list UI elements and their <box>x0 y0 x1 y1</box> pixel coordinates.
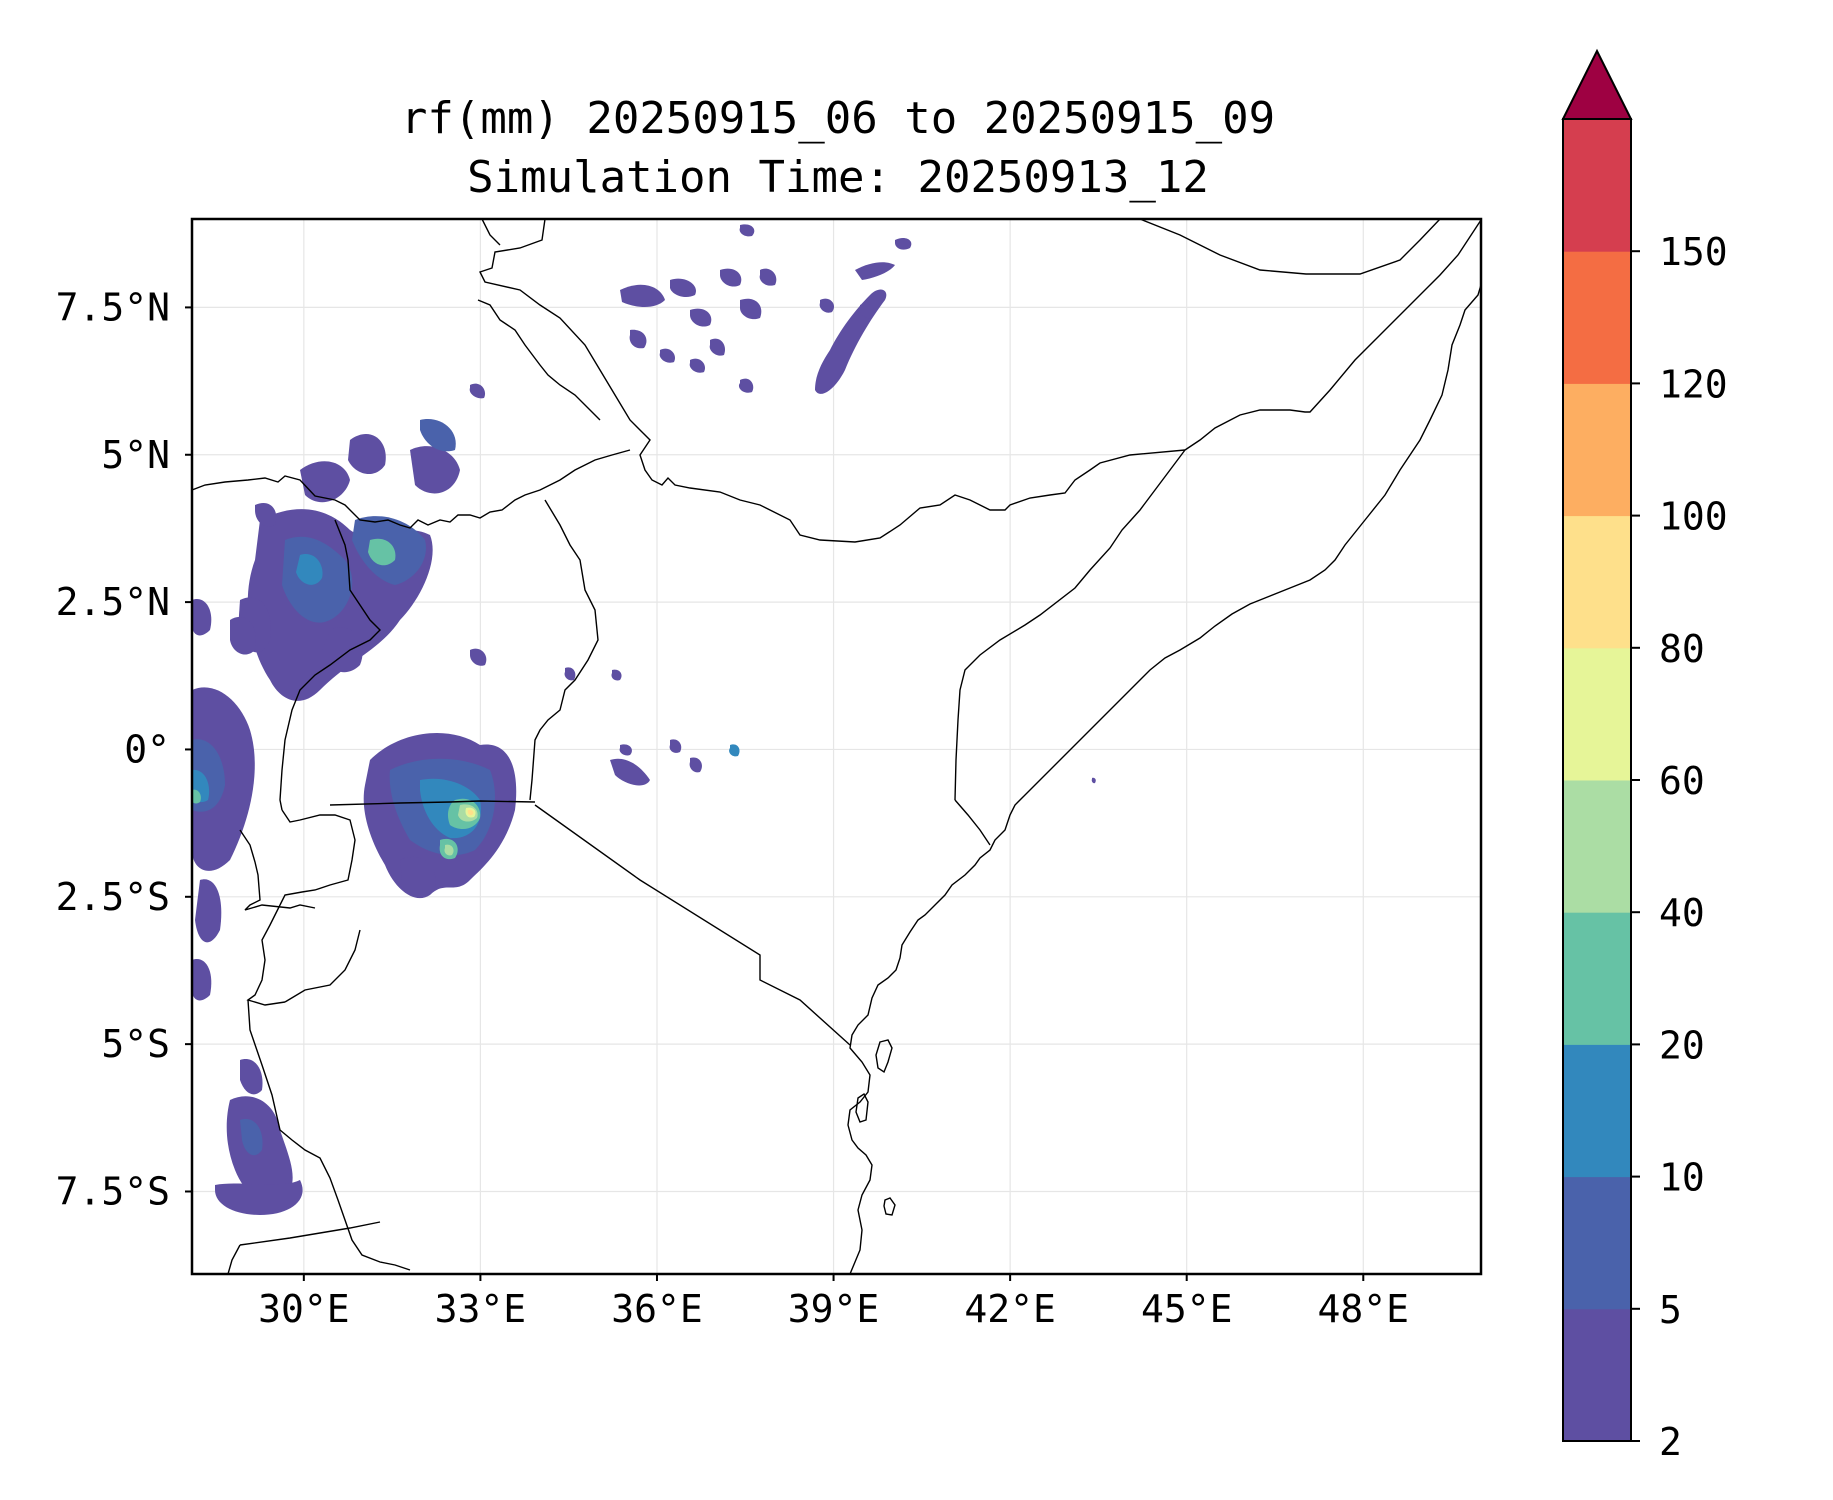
colorbar-tick-label: 80 <box>1659 627 1705 671</box>
colorbar-bin <box>1563 647 1631 781</box>
colorbar-tick-label: 60 <box>1659 759 1705 803</box>
y-tick-label: 7.5°N <box>56 285 170 329</box>
colorbar-bin <box>1563 383 1631 517</box>
colorbar-tick-label: 100 <box>1659 495 1728 539</box>
colorbar-bin <box>1563 1176 1631 1310</box>
colorbar-tick-label: 10 <box>1659 1156 1705 1200</box>
colorbar-tick-label: 120 <box>1659 362 1728 406</box>
colorbar-bin <box>1563 515 1631 649</box>
colorbar-tick-label: 2 <box>1659 1420 1682 1464</box>
y-tick-label: 2.5°N <box>56 580 170 624</box>
colorbar-bin <box>1563 780 1631 913</box>
colorbar-bin <box>1563 1044 1631 1178</box>
map-frame <box>190 217 1483 1276</box>
colorbar: 2 5 10 20 40 60 80 100 120 150 <box>1561 48 1728 1464</box>
rainfall-field <box>192 224 1096 1215</box>
x-tick-label: 48°E <box>1318 1287 1410 1331</box>
x-tick-label: 33°E <box>435 1287 527 1331</box>
coastlines-borders <box>192 219 1481 1274</box>
map-panel: 30°E 33°E 36°E 39°E 42°E 45°E 48°E 7.5°N 5°N 2.5… <box>56 217 1483 1331</box>
y-tick-label: 0° <box>124 727 170 771</box>
map-title-line1: rf(mm) 20250915_06 to 20250915_09 <box>401 93 1275 144</box>
colorbar-tick-label: 20 <box>1659 1023 1705 1067</box>
y-tick-label: 2.5°S <box>56 875 170 919</box>
map-title-line2: Simulation Time: 20250913_12 <box>467 152 1209 203</box>
colorbar-bin <box>1563 1308 1631 1442</box>
x-axis: 30°E 33°E 36°E 39°E 42°E 45°E 48°E <box>258 1274 1409 1331</box>
colorbar-extend-arrow <box>1561 48 1633 120</box>
colorbar-bin <box>1563 912 1631 1045</box>
colorbar-tick-label: 5 <box>1659 1288 1682 1332</box>
x-tick-label: 30°E <box>258 1287 350 1331</box>
colorbar-tick-label: 40 <box>1659 891 1705 935</box>
x-tick-label: 36°E <box>611 1287 703 1331</box>
x-tick-label: 42°E <box>964 1287 1056 1331</box>
y-axis: 7.5°N 5°N 2.5°N 0° 2.5°S 5°S 7.5°S <box>56 285 192 1213</box>
gridlines <box>192 219 1481 1274</box>
y-tick-label: 5°N <box>101 433 170 477</box>
y-tick-label: 7.5°S <box>56 1169 170 1213</box>
x-tick-label: 39°E <box>788 1287 880 1331</box>
colorbar-tick-label: 150 <box>1659 230 1728 274</box>
x-tick-label: 45°E <box>1141 1287 1233 1331</box>
colorbar-bin <box>1563 119 1631 252</box>
y-tick-label: 5°S <box>101 1022 170 1066</box>
colorbar-bin <box>1563 251 1631 384</box>
